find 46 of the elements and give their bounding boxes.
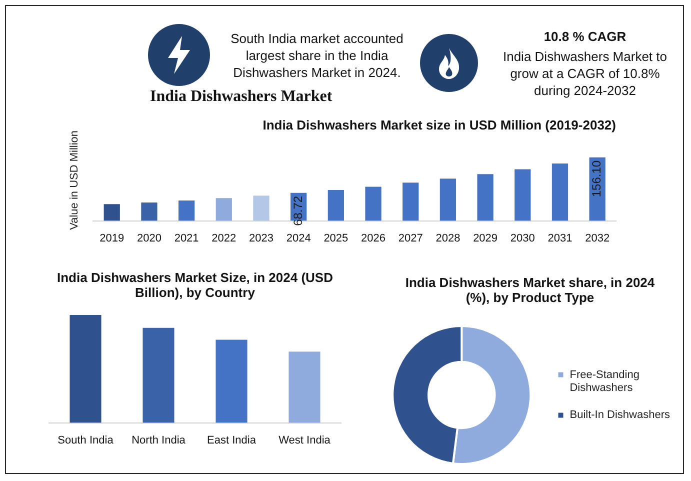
chart-title: India Dishwashers Market Size, in 2024 (USD Billion), by Country: [56, 270, 334, 300]
x-tick-label: South India: [58, 434, 114, 446]
chart-title: India Dishwashers Market share, in 2024 (%), by Product Type: [404, 275, 656, 305]
bar: [253, 196, 270, 221]
x-tick-label: 2023: [249, 232, 274, 244]
text: India Dishwashers Market: [150, 88, 332, 106]
bar: [477, 174, 494, 221]
x-tick-label: 2022: [212, 232, 236, 244]
x-tick-label: North India: [132, 434, 186, 446]
bar: [402, 182, 419, 221]
x-tick-label: 2024: [286, 232, 311, 244]
x-tick-label: 2029: [473, 232, 498, 244]
data-label: 68.72: [290, 196, 305, 226]
bar: [141, 202, 158, 221]
x-tick-label: 2021: [174, 232, 199, 244]
chart-title: India Dishwashers Market size in USD Million (2019-2032): [262, 117, 616, 132]
bar: [328, 190, 344, 221]
y-axis-title: Value in USD Million: [68, 130, 81, 230]
text: 10.8 % CAGR: [542, 28, 628, 45]
bar: [552, 164, 568, 221]
bar: [514, 169, 531, 221]
text: India Dishwashers Market to grow at a CAGR of 10.8% during 2024-2032: [502, 48, 668, 99]
x-tick-label: West India: [278, 434, 332, 446]
x-tick-label: 2025: [324, 232, 348, 244]
legend-label: Built-In Dishwashers: [570, 409, 670, 422]
bar: [288, 352, 320, 423]
x-tick-label: 2031: [548, 232, 572, 244]
x-tick-label: 2028: [436, 232, 460, 244]
x-tick-label: 2030: [510, 232, 535, 244]
x-tick-label: East India: [207, 434, 257, 446]
bar: [440, 178, 456, 221]
bar: [104, 204, 120, 221]
x-tick-label: 2027: [398, 232, 423, 244]
text: South India market accounted largest share in the India Dishwashers Market in 2024.: [230, 30, 404, 81]
bar: [70, 315, 102, 423]
bar: [365, 186, 382, 221]
x-tick-label: 2019: [100, 232, 124, 244]
x-tick-label: 2020: [136, 232, 162, 244]
bar: [216, 198, 232, 221]
x-tick-label: 2032: [585, 232, 610, 244]
bar: [142, 328, 174, 423]
legend-label: Free-Standing Dishwashers: [570, 368, 640, 394]
data-label: 156.10: [590, 160, 604, 198]
x-tick-label: 2026: [361, 232, 386, 244]
bar: [216, 340, 248, 423]
bar: [178, 200, 195, 221]
